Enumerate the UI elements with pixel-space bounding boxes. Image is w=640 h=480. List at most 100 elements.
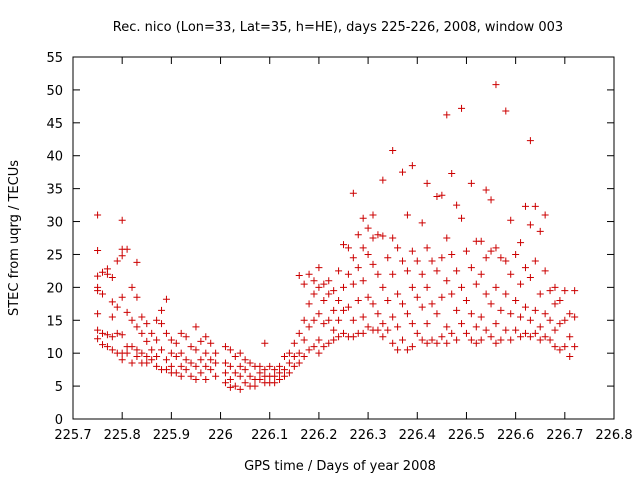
- data-point: [344, 244, 352, 252]
- data-point: [221, 359, 229, 367]
- data-point: [172, 352, 180, 360]
- data-point: [133, 352, 141, 360]
- data-point: [374, 270, 382, 278]
- data-point: [467, 264, 475, 272]
- data-point: [167, 349, 175, 357]
- data-point: [153, 352, 161, 360]
- data-point: [502, 107, 510, 115]
- data-point: [285, 349, 293, 357]
- data-point: [197, 337, 205, 345]
- data-point: [138, 349, 146, 357]
- data-point: [118, 216, 126, 224]
- data-point: [408, 320, 416, 328]
- data-point: [448, 290, 456, 298]
- data-point: [266, 362, 274, 370]
- data-point: [359, 244, 367, 252]
- data-point: [197, 369, 205, 377]
- data-point: [143, 352, 151, 360]
- data-point: [271, 372, 279, 380]
- data-point: [340, 241, 347, 249]
- data-point: [394, 290, 402, 298]
- data-point: [305, 323, 313, 331]
- data-point: [389, 146, 397, 154]
- data-point: [472, 339, 480, 347]
- data-point: [379, 320, 387, 328]
- data-point: [148, 329, 156, 337]
- x-tick-label: 226.1: [251, 428, 288, 443]
- data-point: [108, 346, 116, 354]
- data-point: [443, 234, 451, 242]
- data-point: [438, 254, 446, 262]
- data-point: [413, 257, 421, 265]
- data-point: [118, 356, 126, 364]
- data-point: [423, 320, 431, 328]
- data-point: [226, 383, 234, 391]
- data-point: [108, 273, 116, 281]
- data-point: [443, 277, 451, 285]
- data-point: [320, 280, 328, 288]
- data-point: [295, 329, 303, 337]
- data-point: [394, 346, 402, 354]
- data-point: [335, 316, 343, 324]
- data-point: [536, 323, 544, 331]
- x-tick-label: 226.2: [300, 428, 337, 443]
- data-point: [428, 300, 436, 308]
- x-axis-label: GPS time / Days of year 2008: [244, 459, 436, 474]
- data-point: [482, 254, 490, 262]
- data-point: [330, 306, 338, 314]
- data-point: [325, 277, 333, 285]
- data-point: [305, 346, 313, 354]
- data-point: [221, 369, 229, 377]
- data-point: [482, 186, 490, 194]
- data-point: [261, 339, 269, 347]
- data-point: [167, 362, 175, 370]
- data-point: [315, 310, 323, 318]
- data-point: [261, 366, 269, 374]
- data-point: [202, 333, 210, 341]
- data-point: [403, 267, 411, 275]
- data-point: [113, 303, 121, 311]
- data-point: [325, 339, 333, 347]
- y-tick-label: 20: [46, 281, 63, 296]
- data-point: [418, 219, 426, 227]
- data-point: [320, 297, 328, 305]
- data-point: [226, 346, 234, 354]
- data-point: [118, 293, 126, 301]
- y-tick-label: 40: [46, 150, 63, 165]
- data-point: [202, 349, 210, 357]
- data-point: [153, 336, 161, 344]
- data-point: [271, 379, 279, 387]
- data-point: [182, 356, 190, 364]
- data-point: [246, 359, 254, 367]
- data-point: [143, 359, 151, 367]
- data-point: [99, 341, 107, 349]
- data-point: [507, 336, 515, 344]
- x-tick-label: 225.8: [104, 428, 141, 443]
- data-point: [212, 372, 220, 380]
- data-point: [507, 310, 515, 318]
- data-point: [487, 300, 495, 308]
- data-point: [566, 352, 574, 360]
- data-point: [335, 333, 343, 341]
- data-point: [438, 191, 446, 199]
- data-point: [349, 254, 357, 262]
- data-point: [349, 189, 357, 197]
- data-point: [497, 306, 505, 314]
- data-point: [507, 270, 515, 278]
- data-point: [177, 362, 185, 370]
- data-point: [546, 287, 554, 295]
- data-point: [94, 310, 102, 318]
- chart-title: Rec. nico (Lon=33, Lat=35, h=HE), days 2…: [113, 20, 563, 35]
- data-point: [453, 306, 461, 314]
- data-point: [541, 267, 549, 275]
- data-point: [536, 336, 544, 344]
- data-point: [467, 336, 475, 344]
- data-point: [472, 280, 480, 288]
- data-point: [443, 323, 451, 331]
- data-point: [197, 356, 205, 364]
- data-point: [408, 247, 416, 255]
- data-point: [462, 247, 470, 255]
- data-point: [433, 339, 441, 347]
- data-point: [512, 297, 520, 305]
- data-point: [108, 298, 116, 306]
